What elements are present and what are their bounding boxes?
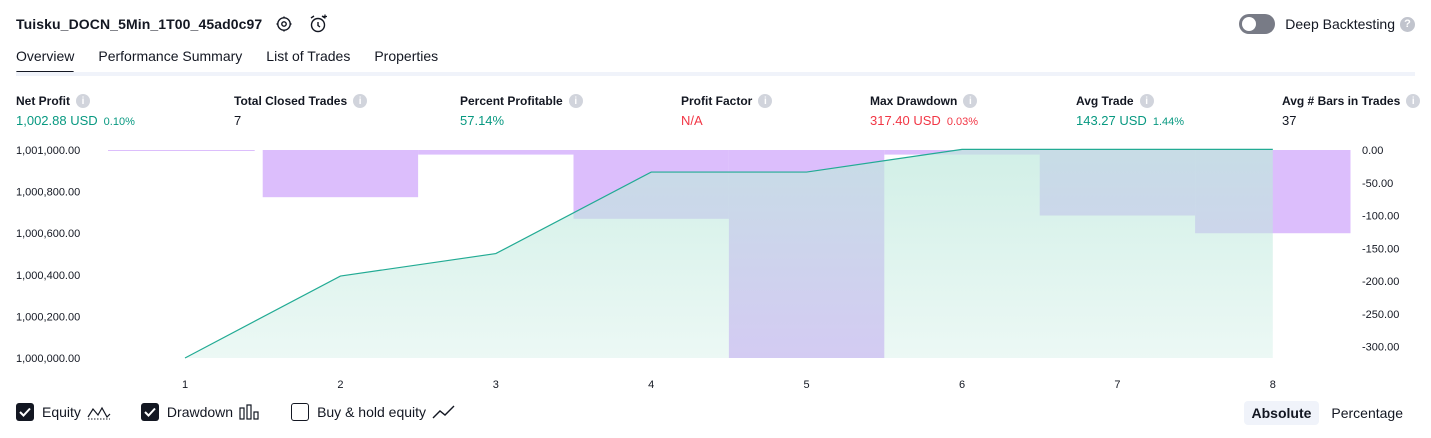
legend-item-buy-hold[interactable]: Buy & hold equity <box>291 403 456 421</box>
legend-label: Drawdown <box>166 404 234 420</box>
tab-bar: Overview Performance Summary List of Tra… <box>16 46 462 76</box>
x-axis-tick-label: 5 <box>804 379 810 391</box>
drawdown-bar <box>418 150 574 155</box>
line-chart-icon <box>432 404 456 420</box>
metric-percent-profitable: Percent Profitable i 57.14% <box>460 94 583 128</box>
legend-item-drawdown[interactable]: Drawdown <box>140 403 261 421</box>
metric-label: Total Closed Trades <box>234 94 348 108</box>
area-chart-icon <box>87 404 111 420</box>
deep-backtesting-toggle[interactable] <box>1239 14 1276 34</box>
right-axis-tick-label: -100.00 <box>1362 211 1399 223</box>
metric-avg-trade: Avg Trade i 143.27 USD 1.44% <box>1076 94 1184 128</box>
mode-percentage-button[interactable]: Percentage <box>1331 405 1403 421</box>
metric-value: 7 <box>234 113 242 128</box>
left-axis-tick-label: 1,000,600.00 <box>16 228 80 240</box>
x-axis-tick-label: 2 <box>337 379 343 391</box>
metric-value: 57.14% <box>460 113 505 128</box>
metric-label: Profit Factor <box>681 94 753 108</box>
x-axis-tick-label: 7 <box>1114 379 1120 391</box>
metric-label: Percent Profitable <box>460 94 563 108</box>
equity-drawdown-chart: 1,001,000.00 1,000,800.00 1,000,600.00 1,00… <box>16 145 1399 391</box>
metric-value: 143.27 USD <box>1076 113 1147 128</box>
right-axis-tick-label: -300.00 <box>1362 342 1399 354</box>
left-axis-tick-label: 1,000,000.00 <box>16 353 80 365</box>
legend-label: Equity <box>42 404 81 420</box>
question-icon[interactable]: ? <box>1400 16 1415 32</box>
metric-label: Net Profit <box>16 94 70 108</box>
metric-value: N/A <box>681 113 703 128</box>
info-icon[interactable]: i <box>963 94 978 108</box>
right-axis-tick-label: -150.00 <box>1362 243 1399 255</box>
legend-label: Buy & hold equity <box>317 404 427 420</box>
toggle-knob <box>1242 17 1257 31</box>
metric-label: Max Drawdown <box>870 94 958 108</box>
strategy-name: Tuisku_DOCN_5Min_1T00_45ad0c97 <box>16 16 263 32</box>
metric-max-drawdown: Max Drawdown i 317.40 USD 0.03% <box>870 94 978 128</box>
metric-percent: 1.44% <box>1152 116 1185 128</box>
chart-legend: Equity Drawdown Buy & hold equity <box>16 403 486 421</box>
right-axis-tick-label: -250.00 <box>1362 309 1399 321</box>
info-icon[interactable]: i <box>1406 94 1421 108</box>
info-icon[interactable]: i <box>1139 94 1154 108</box>
gear-icon[interactable] <box>272 12 296 36</box>
bar-chart-icon <box>239 404 261 420</box>
metric-value: 317.40 USD <box>870 113 941 128</box>
drawdown-bar <box>108 150 255 151</box>
tab-performance-summary[interactable]: Performance Summary <box>98 48 243 64</box>
left-axis-tick-label: 1,001,000.00 <box>16 145 80 157</box>
right-axis-tick-label: -200.00 <box>1362 276 1399 288</box>
info-icon[interactable]: i <box>353 94 368 108</box>
right-axis-tick-label: -50.00 <box>1362 178 1393 190</box>
equity-area <box>185 149 1273 358</box>
left-axis-tick-label: 1,000,400.00 <box>16 270 80 282</box>
checkbox-unchecked-icon[interactable] <box>291 403 310 421</box>
checkbox-checked-icon[interactable] <box>16 403 34 421</box>
left-axis-tick-label: 1,000,200.00 <box>16 311 80 323</box>
mode-absolute-button[interactable]: Absolute <box>1243 401 1320 425</box>
legend-item-equity[interactable]: Equity <box>16 403 111 421</box>
info-icon[interactable]: i <box>758 94 773 108</box>
drawdown-bar <box>262 150 419 198</box>
tabs-divider <box>16 72 1415 76</box>
metric-percent: 0.03% <box>946 116 979 128</box>
info-icon[interactable]: i <box>76 94 90 108</box>
deep-backtesting-label: Deep Backtesting <box>1285 16 1395 32</box>
checkbox-checked-icon[interactable] <box>140 403 159 421</box>
tab-overview[interactable]: Overview <box>16 46 75 74</box>
right-axis-tick-label: 0.00 <box>1362 145 1383 157</box>
value-mode-switch: Absolute Percentage <box>1240 401 1412 425</box>
metric-value: 37 <box>1282 113 1297 128</box>
metric-total-closed-trades: Total Closed Trades i 7 <box>234 94 368 128</box>
metric-profit-factor: Profit Factor i N/A <box>681 94 773 128</box>
left-axis-tick-label: 1,000,800.00 <box>16 187 80 199</box>
x-axis-tick-label: 4 <box>648 379 654 391</box>
metric-label: Avg # Bars in Trades <box>1282 94 1401 108</box>
info-icon[interactable]: i <box>568 94 583 108</box>
equity-line <box>184 148 1273 359</box>
x-axis-tick-label: 3 <box>493 379 499 391</box>
metric-value: 1,002.88 USD <box>16 113 98 128</box>
metric-avg-bars: Avg # Bars in Trades i 37 <box>1282 94 1421 128</box>
tab-list-of-trades[interactable]: List of Trades <box>266 48 351 64</box>
alarm-clock-add-icon[interactable] <box>306 12 330 36</box>
tab-properties[interactable]: Properties <box>374 48 439 64</box>
x-axis-tick-label: 1 <box>182 379 188 391</box>
metric-percent: 0.10% <box>103 116 135 128</box>
x-axis-tick-label: 6 <box>959 379 965 391</box>
metric-net-profit: Net Profit i 1,002.88 USD 0.10% <box>16 94 135 128</box>
x-axis-tick-label: 8 <box>1270 379 1276 391</box>
deep-backtesting: Deep Backtesting ? <box>1239 12 1415 36</box>
strategy-header: Tuisku_DOCN_5Min_1T00_45ad0c97 <box>16 10 330 38</box>
metric-label: Avg Trade <box>1076 94 1134 108</box>
